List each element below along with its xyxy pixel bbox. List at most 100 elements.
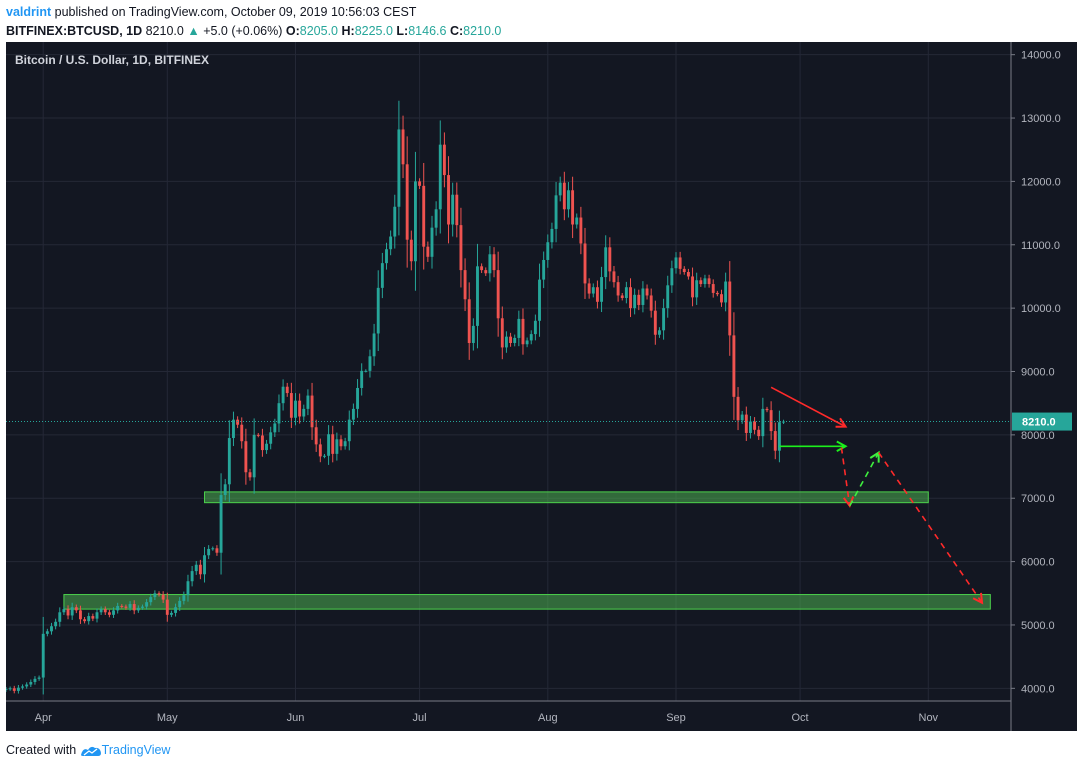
candle-body — [157, 593, 161, 595]
candle-body — [211, 548, 215, 550]
candle-body — [674, 257, 678, 269]
candle-body — [736, 396, 740, 421]
resistance-line — [770, 386, 846, 428]
high-label: H: — [341, 24, 355, 38]
price-chart[interactable]: 4000.0 5000.0 6000.0 7000.0 8000.0 9000.0 1000… — [6, 42, 1077, 731]
candle-body — [41, 633, 45, 678]
candle-body — [711, 284, 715, 293]
price-tick-label: 14000.0 — [1021, 50, 1061, 62]
chart-title: Bitcoin / U.S. Dollar, 1D, BITFINEX — [15, 53, 209, 67]
candle-body — [343, 441, 347, 447]
candle-body — [194, 564, 198, 572]
candle-body — [141, 606, 144, 608]
time-tick-label: Sep — [666, 712, 686, 724]
candle-body — [753, 421, 757, 430]
candle-body — [629, 287, 632, 309]
candle-body — [219, 495, 223, 553]
price-tick-label: 9000.0 — [1021, 367, 1055, 379]
candle-body — [401, 129, 405, 165]
candle-body — [364, 370, 368, 372]
candle-body — [686, 272, 690, 277]
candle-body — [480, 266, 484, 271]
candle-body — [347, 419, 351, 442]
candle-body — [467, 299, 471, 343]
candle-body — [542, 259, 546, 280]
candle-body — [662, 308, 666, 331]
chart-area[interactable]: 4000.0 5000.0 6000.0 7000.0 8000.0 9000.0 1000… — [6, 42, 1077, 731]
candle-body — [521, 318, 525, 345]
candle-body — [517, 318, 521, 338]
candle-body — [587, 283, 591, 294]
candle-body — [438, 144, 442, 210]
candle-body — [455, 194, 459, 226]
price-tick-label: 7000.0 — [1021, 493, 1055, 505]
change-arrow-icon: ▲ — [187, 24, 200, 38]
candles — [6, 100, 785, 695]
candle-body — [153, 593, 157, 598]
candle-body — [107, 612, 111, 615]
candle-body — [777, 422, 781, 451]
candle-body — [21, 686, 24, 688]
price-change: +5.0 (+0.06%) — [203, 24, 283, 38]
candle-body — [434, 209, 438, 228]
tradingview-brand-link[interactable]: TradingView — [101, 743, 171, 757]
candle-body — [227, 438, 231, 485]
candle-body — [645, 288, 649, 296]
time-tick-label: Aug — [538, 712, 558, 724]
candle-body — [740, 414, 744, 421]
candle-body — [496, 270, 500, 319]
candle-body — [409, 239, 413, 262]
annotations — [770, 386, 984, 605]
candle-body — [273, 423, 277, 433]
last-price-label-bg — [1012, 412, 1072, 431]
candle-body — [87, 616, 91, 622]
candle-body — [513, 337, 517, 343]
candle-body — [376, 287, 380, 334]
candle-body — [422, 185, 426, 247]
candle-body — [728, 281, 732, 336]
candle-body — [215, 548, 219, 553]
candle-body — [161, 594, 165, 600]
candle-body — [538, 279, 541, 321]
support-arrowhead — [836, 440, 848, 452]
publish-info: published on TradingView.com, October 09… — [54, 5, 417, 19]
candle-body — [612, 271, 616, 283]
candle-body — [533, 320, 537, 335]
candle-body — [761, 408, 765, 437]
candle-body — [583, 243, 587, 284]
candle-body — [707, 278, 711, 285]
candle-body — [66, 609, 70, 616]
candle-body — [695, 280, 699, 298]
candle-body — [670, 268, 674, 286]
candle-body — [306, 395, 310, 409]
candle-body — [116, 605, 120, 611]
grid-lines — [6, 42, 1077, 731]
last-price-label: 8210.0 — [1022, 417, 1056, 429]
candle-body — [232, 419, 235, 439]
candle-body — [703, 278, 707, 285]
time-tick-label: Jul — [413, 712, 427, 724]
candle-body — [74, 607, 78, 611]
candle-body — [658, 330, 661, 335]
price-tick-label: 6000.0 — [1021, 557, 1055, 569]
open-label: O: — [285, 24, 300, 38]
low-value: 8146.6 — [408, 24, 447, 38]
candle-body — [174, 607, 178, 613]
candle-body — [769, 410, 773, 432]
candle-body — [579, 217, 583, 244]
candle-body — [62, 609, 66, 613]
candle-body — [236, 419, 240, 425]
candle-body — [405, 164, 409, 240]
candle-body — [128, 604, 132, 608]
candle-body — [285, 386, 289, 394]
tradingview-logo-icon — [80, 746, 101, 756]
candle-body — [666, 285, 670, 309]
candle-body — [550, 228, 554, 243]
candle-body — [132, 604, 136, 611]
price-tick-label: 12000.0 — [1021, 176, 1061, 188]
candle-body — [546, 242, 550, 260]
author-link[interactable]: valdrint — [6, 5, 52, 19]
candle-body — [33, 678, 37, 682]
candle-body — [591, 287, 595, 294]
candle-body — [430, 227, 434, 257]
